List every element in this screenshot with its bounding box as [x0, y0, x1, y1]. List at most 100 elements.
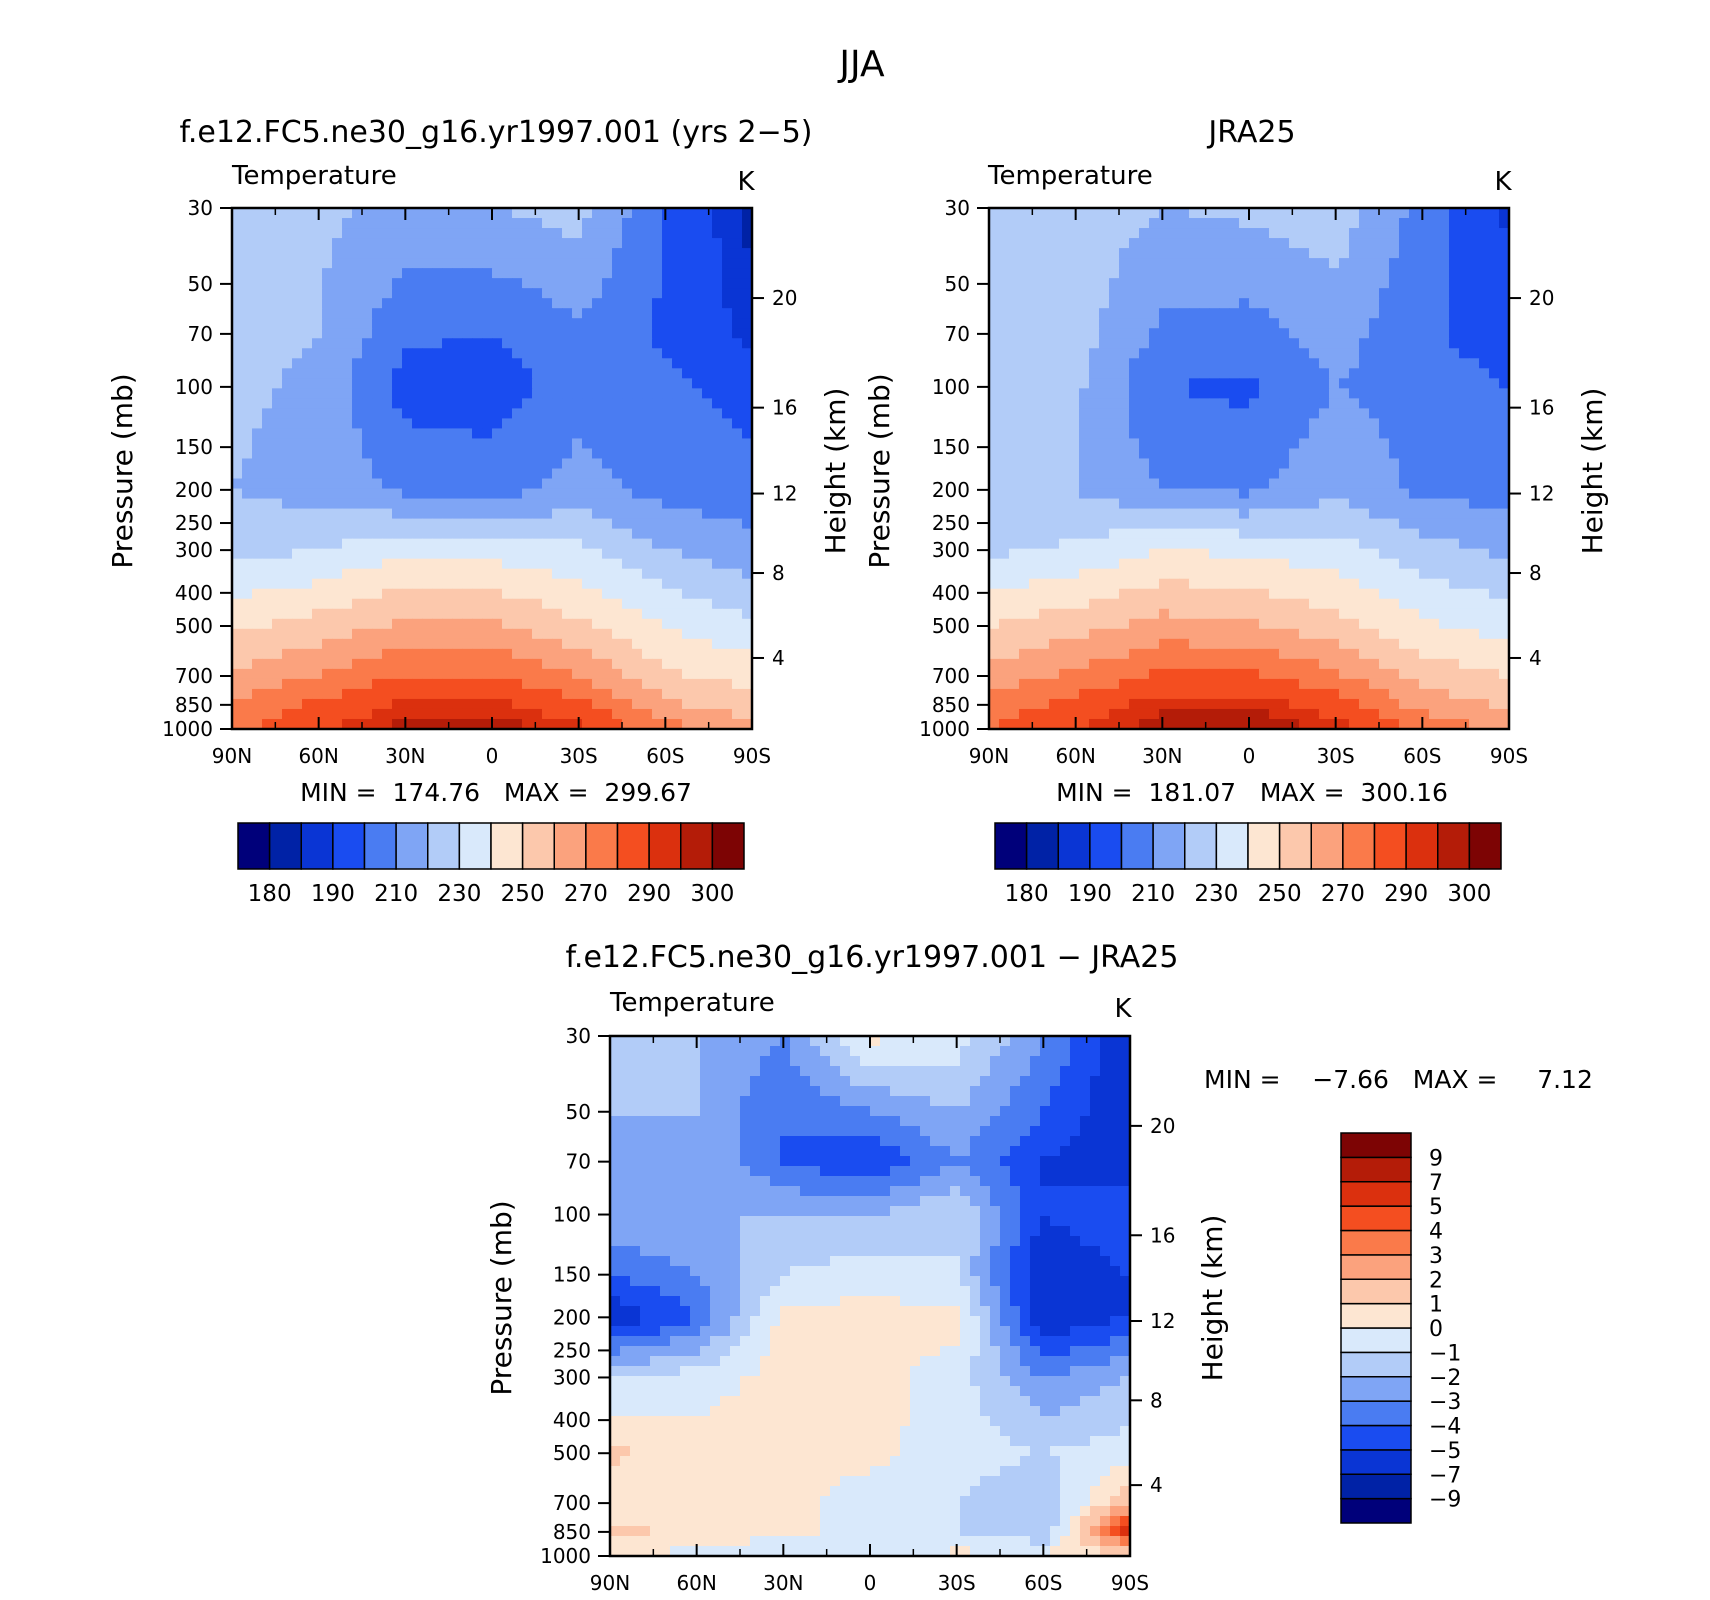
field-cell [1229, 308, 1240, 319]
field-cell [692, 618, 703, 630]
field-cell [1459, 568, 1470, 580]
field-cell [702, 228, 713, 239]
field-cell [1249, 468, 1260, 480]
field-cell [312, 468, 323, 480]
field-cell [532, 448, 543, 460]
field-cell [612, 338, 623, 349]
field-cell [1499, 348, 1510, 359]
field-cell [1239, 228, 1250, 239]
field-cell [352, 528, 363, 540]
field-cell [1079, 378, 1090, 389]
field-cell [1399, 378, 1410, 389]
field-cell [512, 288, 523, 299]
field-cell [1039, 348, 1050, 359]
field-cell [502, 608, 513, 620]
field-cell [1279, 518, 1290, 530]
field-cell [582, 498, 593, 510]
field-cell [1019, 578, 1030, 590]
field-cell [372, 248, 383, 259]
field-cell [502, 288, 513, 299]
field-cell [272, 458, 283, 470]
field-cell [1279, 498, 1290, 510]
field-cell [412, 348, 423, 359]
field-cell [552, 358, 563, 369]
colorbar-label: 290 [627, 881, 671, 907]
field-cell [1009, 228, 1020, 239]
field-cell [1289, 548, 1300, 560]
field-cell [1489, 368, 1500, 379]
field-cell [1269, 538, 1280, 550]
field-cell [452, 598, 463, 610]
field-cell [362, 508, 373, 520]
field-cell [472, 498, 483, 510]
field-cell [632, 208, 643, 219]
field-cell [332, 528, 343, 540]
field-cell [702, 708, 713, 720]
field-cell [302, 708, 313, 720]
field-cell [1249, 498, 1260, 510]
field-cell [232, 378, 243, 389]
field-cell [1329, 298, 1340, 309]
field-cell [1199, 318, 1210, 329]
field-cell [432, 318, 443, 329]
field-cell [1429, 368, 1440, 379]
field-cell [1219, 608, 1230, 620]
field-cell [642, 638, 653, 650]
field-cell [1009, 538, 1020, 550]
field-cell [432, 308, 443, 319]
field-cell [422, 648, 433, 660]
field-cell [442, 518, 453, 530]
field-cell [1129, 578, 1140, 590]
field-cell [692, 338, 703, 349]
field-cell [1229, 618, 1240, 630]
field-cell [692, 508, 703, 520]
field-cell [712, 388, 723, 399]
field-cell [1299, 358, 1310, 369]
field-cell [482, 458, 493, 470]
field-cell [432, 468, 443, 480]
field-cell [702, 398, 713, 409]
field-cell [262, 608, 273, 620]
field-cell [642, 278, 653, 289]
field-cell [1189, 428, 1200, 440]
field-cell [682, 668, 693, 680]
field-cell [1449, 238, 1460, 249]
field-cell [1399, 518, 1410, 530]
field-cell [592, 328, 603, 339]
field-cell [292, 598, 303, 610]
field-cell [542, 388, 553, 399]
field-cell [342, 498, 353, 510]
field-cell [402, 458, 413, 470]
field-cell [1119, 328, 1130, 339]
field-cell [602, 618, 613, 630]
field-cell [1249, 488, 1260, 500]
field-cell [1369, 558, 1380, 570]
field-cell [1029, 378, 1040, 389]
field-cell [1229, 538, 1240, 550]
field-cell [1269, 428, 1280, 440]
field-cell [732, 348, 743, 359]
field-cell [432, 268, 443, 279]
field-cell [322, 228, 333, 239]
field-cell [999, 598, 1010, 610]
field-cell [1179, 358, 1190, 369]
field-cell [1239, 238, 1250, 249]
field-cell [1089, 608, 1100, 620]
field-cell [582, 318, 593, 329]
field-cell [1049, 288, 1060, 299]
field-cell [582, 518, 593, 530]
field-cell [382, 488, 393, 500]
field-cell [1309, 618, 1320, 630]
field-cell [1389, 218, 1400, 229]
field-cell [1459, 408, 1470, 419]
field-cell [702, 648, 713, 660]
field-cell [1499, 568, 1510, 580]
field-cell [252, 608, 263, 620]
field-cell [352, 308, 363, 319]
field-cell [532, 368, 543, 379]
field-cell [1209, 498, 1220, 510]
field-cell [472, 578, 483, 590]
field-cell [502, 408, 513, 419]
field-cell [312, 328, 323, 339]
field-cell [292, 638, 303, 650]
